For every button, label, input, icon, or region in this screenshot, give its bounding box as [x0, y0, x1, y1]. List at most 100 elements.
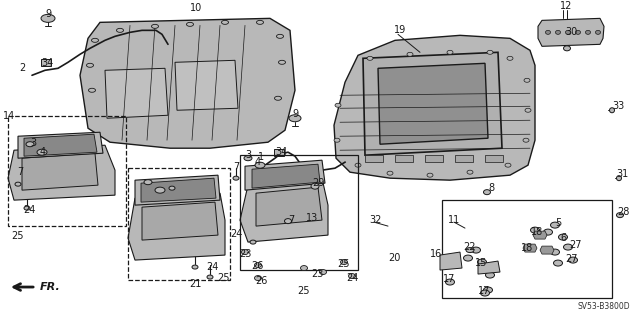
Ellipse shape [233, 176, 239, 180]
Ellipse shape [531, 227, 540, 233]
Text: 16: 16 [430, 249, 442, 259]
Text: 2: 2 [19, 63, 25, 73]
Ellipse shape [340, 260, 348, 264]
Polygon shape [240, 178, 328, 242]
Ellipse shape [487, 50, 493, 54]
Text: 11: 11 [448, 215, 460, 225]
Ellipse shape [41, 14, 55, 22]
Polygon shape [141, 178, 216, 202]
Polygon shape [135, 175, 220, 205]
Text: 7: 7 [17, 167, 23, 177]
Polygon shape [538, 19, 604, 46]
Ellipse shape [86, 63, 93, 67]
Ellipse shape [472, 247, 481, 253]
Ellipse shape [255, 276, 262, 280]
Text: 24: 24 [206, 262, 218, 272]
Ellipse shape [241, 249, 248, 255]
Bar [442, 200, 612, 298]
Ellipse shape [319, 270, 326, 275]
Ellipse shape [575, 30, 580, 34]
Ellipse shape [616, 176, 621, 181]
Polygon shape [24, 134, 97, 156]
Ellipse shape [483, 287, 493, 293]
Ellipse shape [355, 163, 361, 167]
Text: 12: 12 [560, 1, 572, 11]
Text: 20: 20 [388, 253, 400, 263]
Ellipse shape [447, 50, 453, 54]
Ellipse shape [554, 260, 563, 266]
Text: 4: 4 [40, 147, 46, 157]
Text: 22: 22 [463, 242, 476, 252]
Ellipse shape [144, 180, 152, 185]
Text: 21: 21 [189, 279, 201, 289]
Text: 25: 25 [12, 231, 24, 241]
Polygon shape [334, 35, 535, 180]
Ellipse shape [250, 240, 256, 244]
Ellipse shape [255, 263, 262, 268]
Text: 25: 25 [337, 259, 349, 269]
Text: 30: 30 [565, 27, 577, 37]
Ellipse shape [559, 234, 568, 240]
Bar [128, 168, 230, 280]
Ellipse shape [486, 272, 495, 278]
Ellipse shape [481, 290, 490, 296]
Polygon shape [8, 145, 115, 200]
Polygon shape [523, 244, 537, 252]
Polygon shape [175, 60, 238, 110]
Ellipse shape [349, 274, 355, 278]
Ellipse shape [483, 190, 490, 195]
Text: 26: 26 [255, 276, 267, 286]
Polygon shape [478, 261, 500, 274]
Polygon shape [440, 252, 462, 270]
Text: 25: 25 [218, 273, 230, 283]
Ellipse shape [88, 88, 95, 92]
Ellipse shape [169, 186, 175, 190]
Ellipse shape [335, 103, 341, 107]
Text: 18: 18 [531, 227, 543, 237]
Polygon shape [252, 164, 320, 188]
Bar [365, 155, 383, 162]
Text: 26: 26 [251, 261, 263, 271]
Text: 3: 3 [30, 138, 36, 148]
Ellipse shape [523, 138, 529, 142]
Ellipse shape [543, 229, 552, 235]
Ellipse shape [155, 187, 165, 193]
Ellipse shape [278, 60, 285, 64]
Ellipse shape [15, 182, 21, 186]
Ellipse shape [257, 20, 264, 24]
Ellipse shape [466, 248, 474, 253]
Text: 32: 32 [369, 215, 381, 225]
Ellipse shape [192, 265, 198, 269]
Ellipse shape [387, 171, 393, 175]
Text: 31: 31 [616, 169, 628, 179]
Text: 17: 17 [478, 286, 490, 296]
Bar [455, 155, 473, 162]
Text: 27: 27 [569, 240, 581, 250]
Text: 7: 7 [233, 162, 239, 172]
Text: 7: 7 [288, 215, 294, 225]
Ellipse shape [477, 259, 486, 265]
Ellipse shape [545, 30, 550, 34]
Text: 10: 10 [190, 4, 202, 13]
Text: 8: 8 [488, 183, 494, 193]
Text: 3: 3 [245, 150, 251, 160]
Text: 17: 17 [443, 274, 455, 284]
Bar [485, 155, 503, 162]
Text: 19: 19 [394, 25, 406, 35]
Ellipse shape [524, 78, 530, 82]
Ellipse shape [563, 244, 573, 250]
Ellipse shape [563, 46, 570, 51]
Ellipse shape [463, 255, 472, 261]
Bar [274, 149, 284, 156]
Text: 1: 1 [258, 152, 264, 162]
Ellipse shape [609, 108, 614, 113]
Text: 5: 5 [555, 218, 561, 228]
Ellipse shape [505, 163, 511, 167]
Ellipse shape [289, 115, 301, 122]
Ellipse shape [311, 183, 319, 189]
Polygon shape [256, 187, 322, 226]
Ellipse shape [26, 142, 34, 147]
Text: 24: 24 [346, 273, 358, 283]
Ellipse shape [568, 257, 577, 263]
Ellipse shape [207, 275, 213, 279]
